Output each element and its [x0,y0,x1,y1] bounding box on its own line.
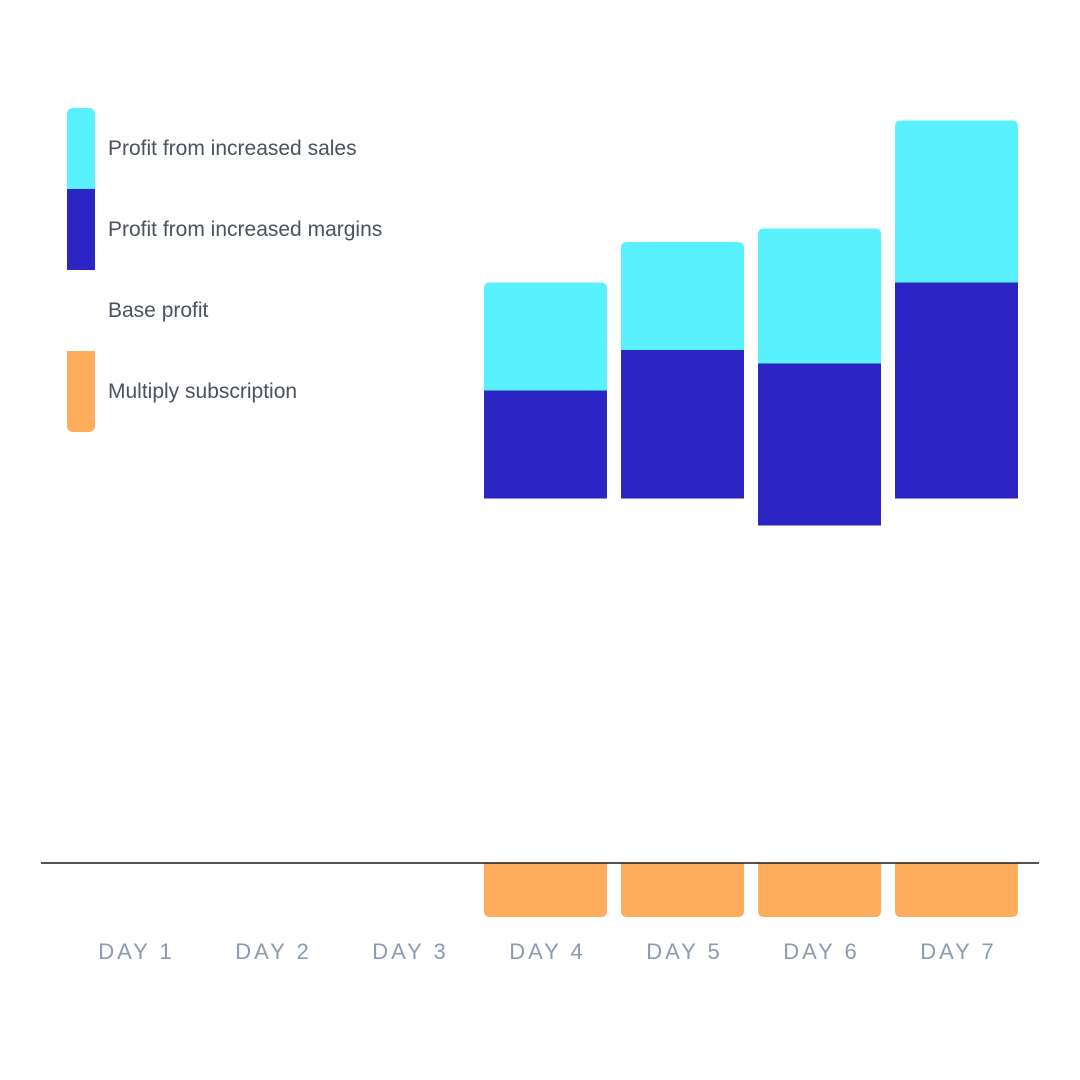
bar-profit-from-increased-margins-day-7 [895,282,1018,499]
bar-multiply-subscription-day-7 [895,863,1018,917]
legend-swatch-increased-margins [67,189,95,270]
legend-label-increased-sales: Profit from increased sales [108,137,357,160]
legend-label-multiply-subscription: Multiply subscription [108,380,298,403]
bar-profit-from-increased-sales-day-6 [758,228,881,364]
bar-base-profit-day-5 [621,498,744,863]
bar-profit-from-increased-margins-day-5 [621,350,744,499]
legend-item-increased-margins: Profit from increased margins [67,189,447,270]
x-tick-label-day-1: DAY 1 [98,939,175,964]
bar-base-profit-day-4 [484,498,607,863]
legend-swatch-increased-sales [67,108,95,189]
bar-multiply-subscription-day-5 [621,863,744,917]
chart-legend: Profit from increased sales Profit from … [67,108,447,432]
legend-item-increased-sales: Profit from increased sales [67,108,447,189]
bar-profit-from-increased-margins-day-6 [758,363,881,526]
legend-label-base-profit: Base profit [108,299,209,322]
x-tick-label-day-4: DAY 4 [509,939,586,964]
x-tick-label-day-5: DAY 5 [646,939,723,964]
bar-profit-from-increased-sales-day-4 [484,282,607,391]
x-tick-label-day-2: DAY 2 [235,939,312,964]
legend-item-multiply-subscription: Multiply subscription [67,351,447,432]
legend-swatch-base-profit [67,270,95,351]
legend-swatch-multiply-subscription [67,351,95,432]
bar-profit-from-increased-sales-day-5 [621,242,744,350]
bar-profit-from-increased-sales-day-7 [895,120,1018,283]
bar-multiply-subscription-day-6 [758,863,881,917]
x-tick-label-day-3: DAY 3 [372,939,449,964]
x-tick-label-day-7: DAY 7 [920,939,997,964]
bar-base-profit-day-7 [895,498,1018,863]
legend-item-base-profit: Base profit [67,270,447,351]
x-tick-label-day-6: DAY 6 [783,939,860,964]
bar-multiply-subscription-day-4 [484,863,607,917]
bar-profit-from-increased-margins-day-4 [484,390,607,499]
legend-label-increased-margins: Profit from increased margins [108,218,383,241]
bar-base-profit-day-6 [758,525,881,863]
